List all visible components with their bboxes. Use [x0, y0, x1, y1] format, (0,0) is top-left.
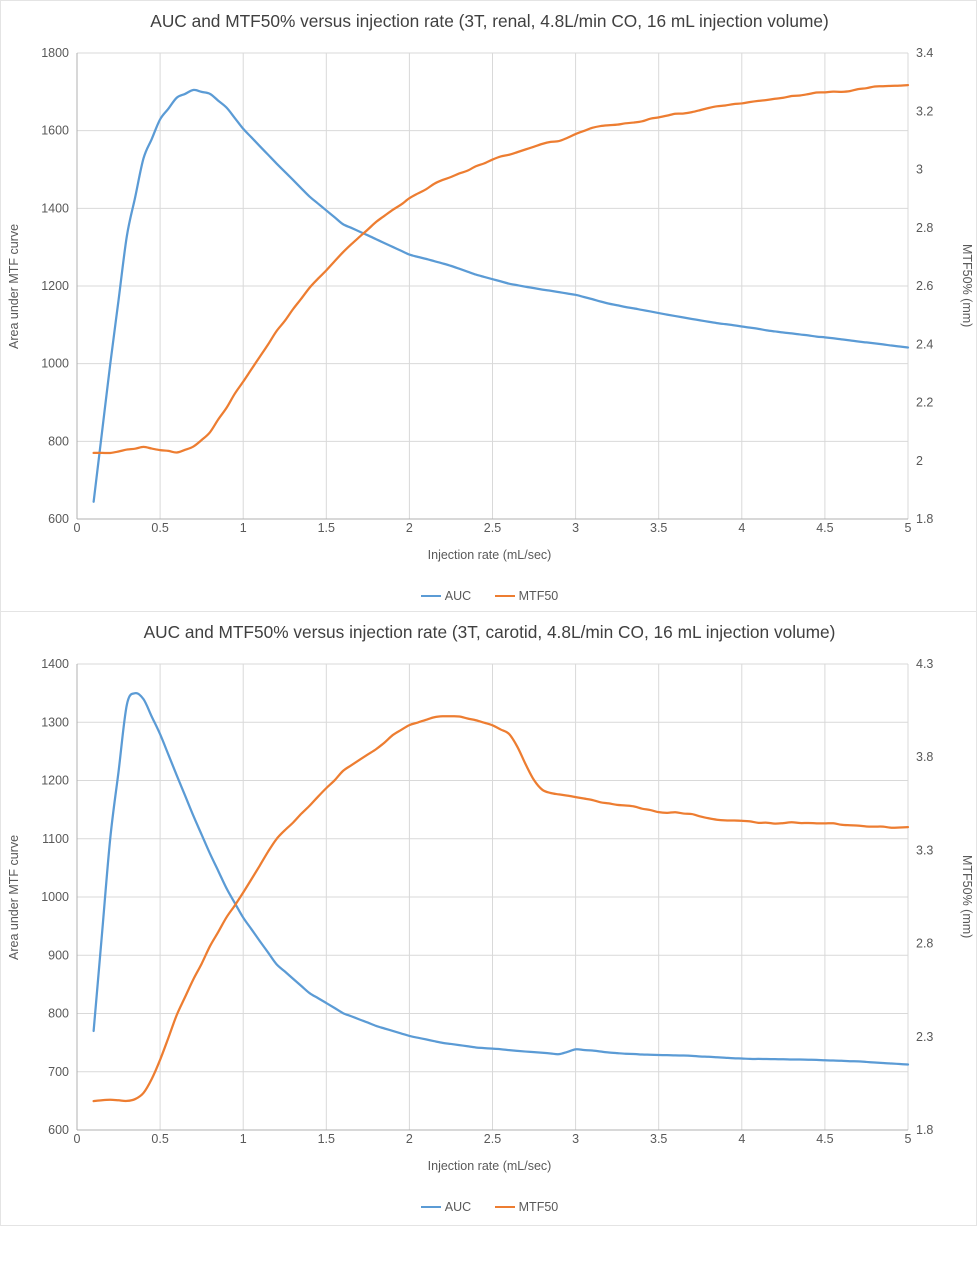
svg-text:2.2: 2.2: [916, 396, 933, 410]
svg-text:1.8: 1.8: [916, 1123, 933, 1137]
svg-text:3.5: 3.5: [650, 1132, 667, 1146]
svg-text:3: 3: [572, 521, 579, 535]
svg-text:800: 800: [48, 434, 69, 448]
svg-text:2.6: 2.6: [916, 279, 933, 293]
svg-text:3: 3: [572, 1132, 579, 1146]
svg-text:1.5: 1.5: [318, 1132, 335, 1146]
svg-text:1000: 1000: [41, 357, 69, 371]
svg-text:0.5: 0.5: [151, 1132, 168, 1146]
svg-text:1200: 1200: [41, 774, 69, 788]
svg-text:800: 800: [48, 1007, 69, 1021]
svg-text:1000: 1000: [41, 890, 69, 904]
svg-text:4: 4: [738, 521, 745, 535]
svg-text:4: 4: [738, 1132, 745, 1146]
svg-text:1: 1: [240, 1132, 247, 1146]
svg-text:1400: 1400: [41, 657, 69, 671]
svg-text:2: 2: [406, 1132, 413, 1146]
svg-text:2.3: 2.3: [916, 1030, 933, 1044]
svg-text:2.8: 2.8: [916, 221, 933, 235]
svg-text:1800: 1800: [41, 46, 69, 60]
svg-text:3.4: 3.4: [916, 46, 933, 60]
svg-text:2: 2: [916, 454, 923, 468]
svg-text:1200: 1200: [41, 279, 69, 293]
svg-text:3: 3: [916, 163, 923, 177]
svg-text:5: 5: [905, 521, 912, 535]
svg-text:700: 700: [48, 1065, 69, 1079]
svg-text:1100: 1100: [42, 832, 69, 846]
svg-text:1400: 1400: [41, 201, 69, 215]
svg-text:2.5: 2.5: [484, 1132, 501, 1146]
svg-text:2: 2: [406, 521, 413, 535]
svg-text:4.5: 4.5: [816, 1132, 833, 1146]
svg-text:1.8: 1.8: [916, 512, 933, 526]
svg-text:3.8: 3.8: [916, 750, 933, 764]
svg-text:600: 600: [48, 1123, 69, 1137]
svg-text:2.5: 2.5: [484, 521, 501, 535]
svg-text:4.5: 4.5: [816, 521, 833, 535]
svg-text:2.4: 2.4: [916, 337, 933, 351]
svg-text:0.5: 0.5: [151, 521, 168, 535]
svg-text:0: 0: [74, 521, 81, 535]
svg-text:2.8: 2.8: [916, 937, 933, 951]
svg-text:1: 1: [240, 521, 247, 535]
svg-text:900: 900: [48, 948, 69, 962]
svg-text:4.3: 4.3: [916, 657, 933, 671]
svg-text:0: 0: [74, 1132, 81, 1146]
svg-text:1.5: 1.5: [318, 521, 335, 535]
svg-text:3.3: 3.3: [916, 843, 933, 857]
svg-text:3.2: 3.2: [916, 104, 933, 118]
svg-text:1600: 1600: [41, 124, 69, 138]
svg-text:5: 5: [905, 1132, 912, 1146]
svg-text:600: 600: [48, 512, 69, 526]
svg-text:3.5: 3.5: [650, 521, 667, 535]
svg-text:1300: 1300: [41, 715, 69, 729]
